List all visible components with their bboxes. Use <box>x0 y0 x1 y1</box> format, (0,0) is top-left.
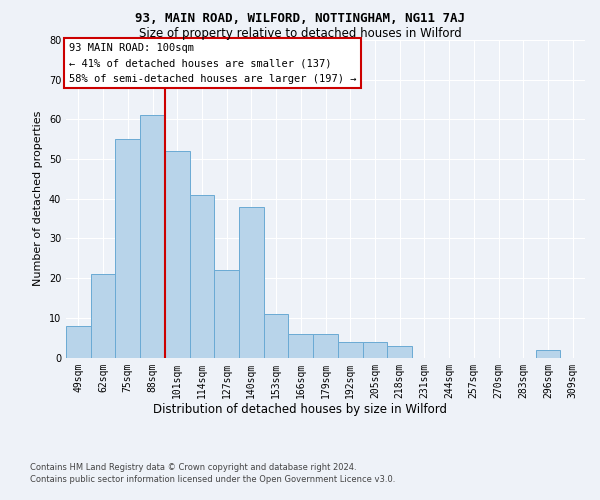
Text: Distribution of detached houses by size in Wilford: Distribution of detached houses by size … <box>153 402 447 415</box>
Text: Contains public sector information licensed under the Open Government Licence v3: Contains public sector information licen… <box>30 475 395 484</box>
Bar <box>362 342 387 357</box>
Bar <box>536 350 560 358</box>
Bar <box>115 139 140 358</box>
Bar <box>91 274 115 357</box>
Text: Size of property relative to detached houses in Wilford: Size of property relative to detached ho… <box>139 28 461 40</box>
Bar <box>140 116 165 358</box>
Bar <box>66 326 91 358</box>
Bar <box>190 195 214 358</box>
Bar <box>239 206 264 358</box>
Bar <box>165 151 190 358</box>
Bar <box>338 342 362 357</box>
Bar <box>264 314 289 358</box>
Text: Contains HM Land Registry data © Crown copyright and database right 2024.: Contains HM Land Registry data © Crown c… <box>30 462 356 471</box>
Y-axis label: Number of detached properties: Number of detached properties <box>33 111 43 286</box>
Text: 93 MAIN ROAD: 100sqm
← 41% of detached houses are smaller (137)
58% of semi-deta: 93 MAIN ROAD: 100sqm ← 41% of detached h… <box>68 43 356 84</box>
Bar <box>313 334 338 357</box>
Bar <box>289 334 313 357</box>
Bar <box>214 270 239 358</box>
Bar <box>387 346 412 358</box>
Text: 93, MAIN ROAD, WILFORD, NOTTINGHAM, NG11 7AJ: 93, MAIN ROAD, WILFORD, NOTTINGHAM, NG11… <box>135 12 465 26</box>
